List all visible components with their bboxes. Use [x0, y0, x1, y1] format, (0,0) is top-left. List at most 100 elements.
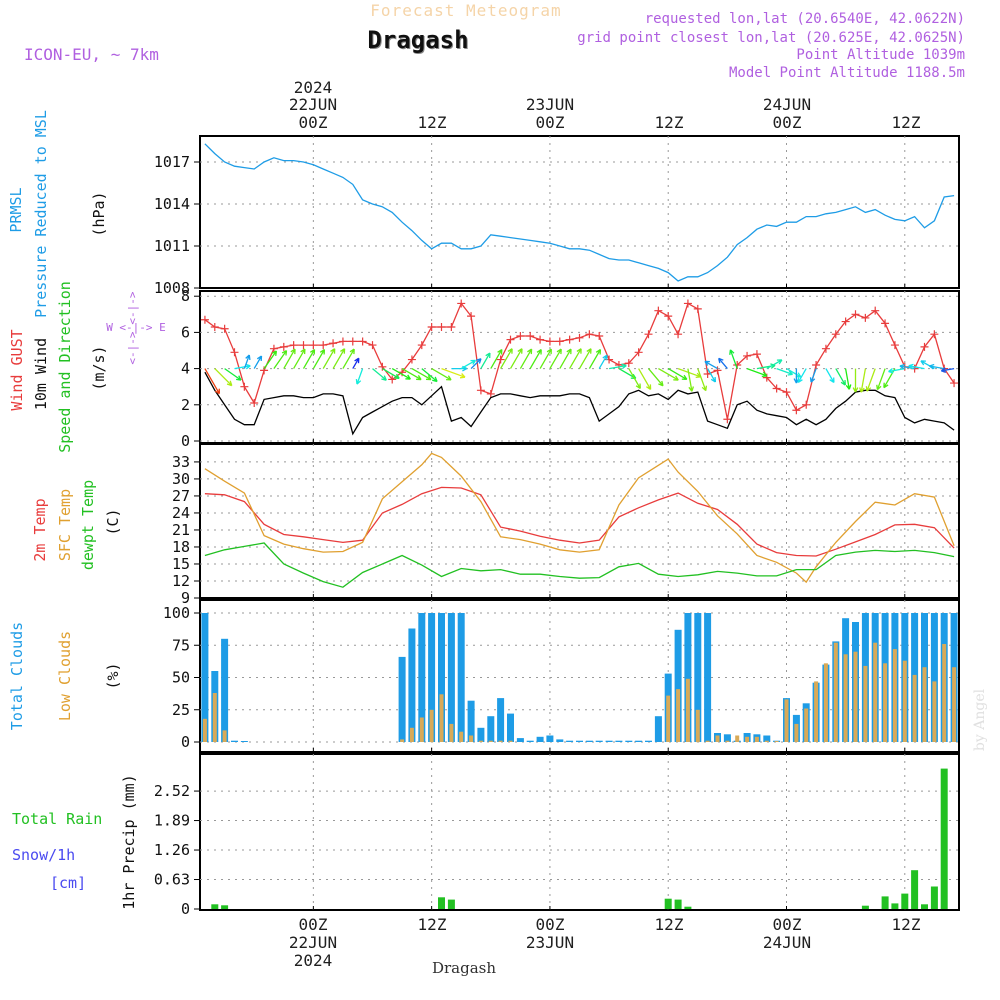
- clouds-bar-primary: [930, 613, 938, 742]
- temperature-series-2-line: [204, 542, 955, 588]
- pressure-ytick-label: 1011: [154, 237, 190, 255]
- bottom-tick-00z-a: 00Z: [299, 915, 328, 934]
- clouds-bar-secondary: [932, 681, 937, 742]
- wind-direction-arrow: [332, 348, 346, 369]
- temperature-ytick-label: 12: [172, 572, 190, 590]
- clouds-bar-secondary: [400, 739, 405, 742]
- prmsl-label: PRMSL: [7, 187, 25, 232]
- precip-bar-primary: [911, 870, 919, 909]
- wind-gust-marker: [930, 330, 939, 339]
- info-line-1: requested lon,lat (20.6540E, 42.0622N): [645, 11, 965, 27]
- precip-bar-primary: [664, 898, 672, 909]
- wind-gust-marker: [614, 360, 623, 369]
- compass-v-label-lower: <-|->: [126, 331, 139, 364]
- temperature-series-1-line: [204, 452, 955, 584]
- wind-direction-arrow: [776, 367, 794, 376]
- temperature-ytick-label: 9: [181, 589, 190, 607]
- clouds-bar-primary: [408, 628, 416, 742]
- wind-direction-arrow: [825, 368, 835, 384]
- clouds-bar-secondary: [902, 660, 907, 742]
- top-date-22jun: 22JUN: [289, 95, 337, 114]
- snow-label: Snow/1h: [12, 846, 75, 864]
- temperature-frame: [199, 443, 960, 599]
- wind-gust-marker: [575, 333, 584, 342]
- wind-gust-marker: [230, 348, 239, 357]
- pressure-ytick-label: 1017: [154, 153, 190, 171]
- wind-direction-arrow: [559, 348, 572, 369]
- wind-direction-arrow: [293, 348, 306, 369]
- wind-gust-marker: [447, 322, 456, 331]
- wind-gust-marker: [338, 337, 347, 346]
- wind-gust-marker: [555, 337, 564, 346]
- wind-direction-arrow: [391, 368, 411, 380]
- clouds-bar-secondary: [764, 740, 769, 742]
- precip-ytick-label: 2.52: [154, 782, 190, 800]
- clouds-unit-label: (%): [104, 662, 122, 689]
- wind-gust-marker: [565, 335, 574, 344]
- clouds-bar-primary: [398, 656, 406, 742]
- precip-unit-label: 1hr Precip (mm): [120, 774, 138, 909]
- wind-gust-marker: [545, 337, 554, 346]
- clouds-bar-secondary: [745, 736, 750, 742]
- wind-gust-marker: [654, 306, 663, 315]
- wind-direction-arrow: [598, 354, 608, 369]
- precip-frame: [199, 753, 960, 911]
- wind-direction-arrow: [490, 348, 503, 369]
- wind-direction-arrow: [729, 349, 738, 369]
- wind-gust-marker: [476, 386, 485, 395]
- wind-direction-arrow: [372, 368, 387, 381]
- wind-gust-marker: [851, 310, 860, 319]
- bottom-date-24jun: 24JUN: [763, 933, 811, 952]
- temperature-ytick-label: 27: [172, 487, 190, 505]
- wind-gust-marker: [861, 313, 870, 322]
- wind-direction-arrow: [809, 368, 817, 383]
- pressure-side-labels: PRMSL Pressure Reduced to MSL (hPa): [7, 110, 108, 318]
- clouds-bar-primary: [576, 740, 583, 742]
- clouds-bar-secondary: [429, 709, 434, 743]
- wind-direction-arrow: [253, 355, 263, 369]
- wind-ytick-label: 0: [181, 432, 190, 450]
- watermark: by Angel: [972, 688, 988, 751]
- temp-unit-label: (C): [104, 508, 122, 535]
- precip-bar-primary: [901, 893, 909, 909]
- wind-direction-arrow: [859, 368, 867, 393]
- wind-gust-marker: [526, 332, 535, 341]
- precip-ytick-label: 0: [181, 900, 190, 918]
- clouds-bar-secondary: [685, 678, 690, 742]
- clouds-bar-secondary: [735, 735, 740, 742]
- clouds-bar-secondary: [794, 723, 799, 742]
- clouds-bar-secondary: [459, 731, 464, 742]
- clouds-bar-secondary: [784, 699, 789, 742]
- wind-direction-arrow: [460, 359, 477, 370]
- top-tick-12z-b: 12Z: [655, 113, 684, 132]
- clouds-bar-primary: [497, 698, 505, 742]
- clouds-bar-secondary: [952, 667, 957, 742]
- clouds-bar-secondary: [754, 736, 759, 742]
- clouds-bar-primary: [566, 740, 574, 742]
- temperature-ytick-label: 33: [172, 453, 190, 471]
- wind-gust-marker: [634, 348, 643, 357]
- clouds-bar-secondary: [922, 667, 927, 742]
- top-title: Forecast Meteogram: [370, 1, 561, 20]
- wind-gust-marker: [299, 341, 308, 350]
- wind-gust-marker: [378, 362, 387, 371]
- wind-gust-marker: [585, 330, 594, 339]
- wind-direction-arrow: [441, 367, 466, 379]
- clouds-bar-primary: [467, 700, 475, 742]
- wind-direction-arrow: [578, 348, 592, 369]
- clouds-bar-primary: [457, 613, 465, 742]
- temperature-series-0-line: [204, 486, 955, 557]
- info-line-4: Model Point Altitude 1188.5m: [729, 65, 965, 81]
- clouds-ytick-label: 50: [172, 669, 190, 687]
- clouds-bar-secondary: [823, 663, 828, 742]
- clouds-bar-secondary: [488, 740, 493, 742]
- clouds-bar-secondary: [695, 709, 700, 743]
- wind-gust-marker: [329, 339, 338, 348]
- clouds-bar-secondary: [774, 741, 779, 742]
- wind-gust-marker: [368, 341, 377, 350]
- clouds-bar-secondary: [449, 723, 454, 742]
- wind-direction-arrow: [707, 368, 717, 383]
- clouds-bar-primary: [546, 735, 554, 742]
- clouds-bar-primary: [694, 613, 702, 742]
